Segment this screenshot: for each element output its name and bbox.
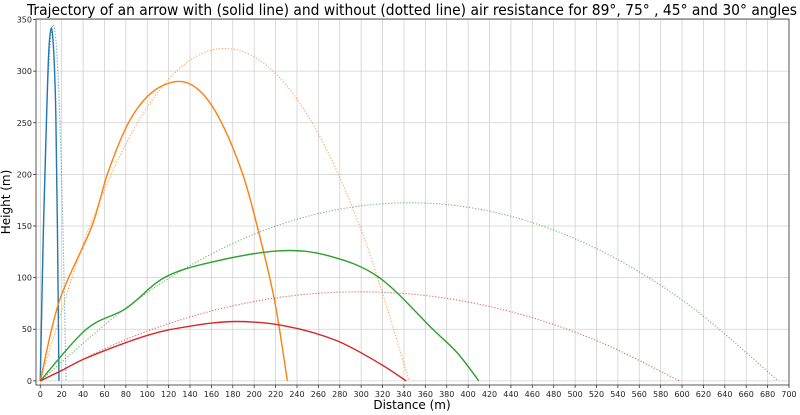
series-line-30deg-solid (39, 320, 407, 382)
x-tick-label: 160 (204, 390, 219, 399)
y-tick-label: 0 (27, 377, 32, 386)
x-tick-label: 0 (38, 390, 43, 399)
x-tick-label: 360 (418, 390, 433, 399)
x-tick-label: 660 (739, 390, 754, 399)
series-line-45deg-solid (39, 249, 480, 382)
ticks: 0 20 40 60 80 100 120 140 160 180 200 220 240 260 280 3… (17, 16, 797, 399)
plot-frame (35, 18, 790, 386)
y-tick-label: 150 (17, 222, 32, 231)
series-line-75deg-dotted (39, 47, 410, 382)
x-tick-label: 300 (354, 390, 369, 399)
x-tick-label: 320 (375, 390, 390, 399)
chart-title: Trajectory of an arrow with (solid line)… (26, 1, 797, 19)
x-tick-label: 540 (610, 390, 625, 399)
x-tick-label: 440 (503, 390, 518, 399)
y-tick-label: 200 (17, 170, 32, 179)
x-tick-label: 380 (439, 390, 454, 399)
x-tick-label: 620 (696, 390, 711, 399)
x-tick-label: 180 (225, 390, 240, 399)
series-line-45deg-dotted (39, 202, 779, 382)
x-tick-label: 680 (760, 390, 775, 399)
x-tick-label: 640 (717, 390, 732, 399)
x-tick-label: 60 (99, 390, 109, 399)
x-tick-label: 520 (589, 390, 604, 399)
series-line-75deg-solid (39, 80, 289, 382)
x-tick-label: 240 (289, 390, 304, 399)
x-tick-label: 600 (674, 390, 689, 399)
x-tick-label: 700 (781, 390, 796, 399)
x-axis-label: Distance (m) (373, 398, 450, 412)
y-axis-label: Height (m) (0, 170, 13, 235)
y-tick-label: 250 (17, 119, 32, 128)
y-tick-label: 100 (17, 274, 32, 283)
x-tick-label: 100 (140, 390, 155, 399)
x-tick-label: 120 (161, 390, 176, 399)
x-tick-label: 460 (525, 390, 540, 399)
series-lines (39, 24, 779, 382)
grid (36, 19, 790, 385)
x-tick-label: 80 (121, 390, 131, 399)
series-line-89deg-dotted (39, 24, 67, 381)
y-tick-label: 300 (17, 67, 32, 76)
series-line-30deg-dotted (40, 291, 680, 382)
series-line-89deg-solid (39, 27, 60, 381)
x-tick-label: 200 (247, 390, 262, 399)
x-tick-label: 400 (460, 390, 475, 399)
x-tick-label: 420 (482, 390, 497, 399)
x-tick-label: 260 (311, 390, 326, 399)
x-tick-label: 500 (567, 390, 582, 399)
x-tick-label: 560 (632, 390, 647, 399)
x-tick-label: 340 (396, 390, 411, 399)
x-tick-label: 20 (57, 390, 67, 399)
x-tick-label: 580 (653, 390, 668, 399)
x-tick-label: 40 (78, 390, 88, 399)
y-tick-label: 350 (17, 16, 32, 25)
x-tick-label: 280 (332, 390, 347, 399)
x-tick-label: 220 (268, 390, 283, 399)
x-tick-label: 140 (182, 390, 197, 399)
y-tick-label: 50 (22, 325, 32, 334)
x-tick-label: 480 (546, 390, 561, 399)
